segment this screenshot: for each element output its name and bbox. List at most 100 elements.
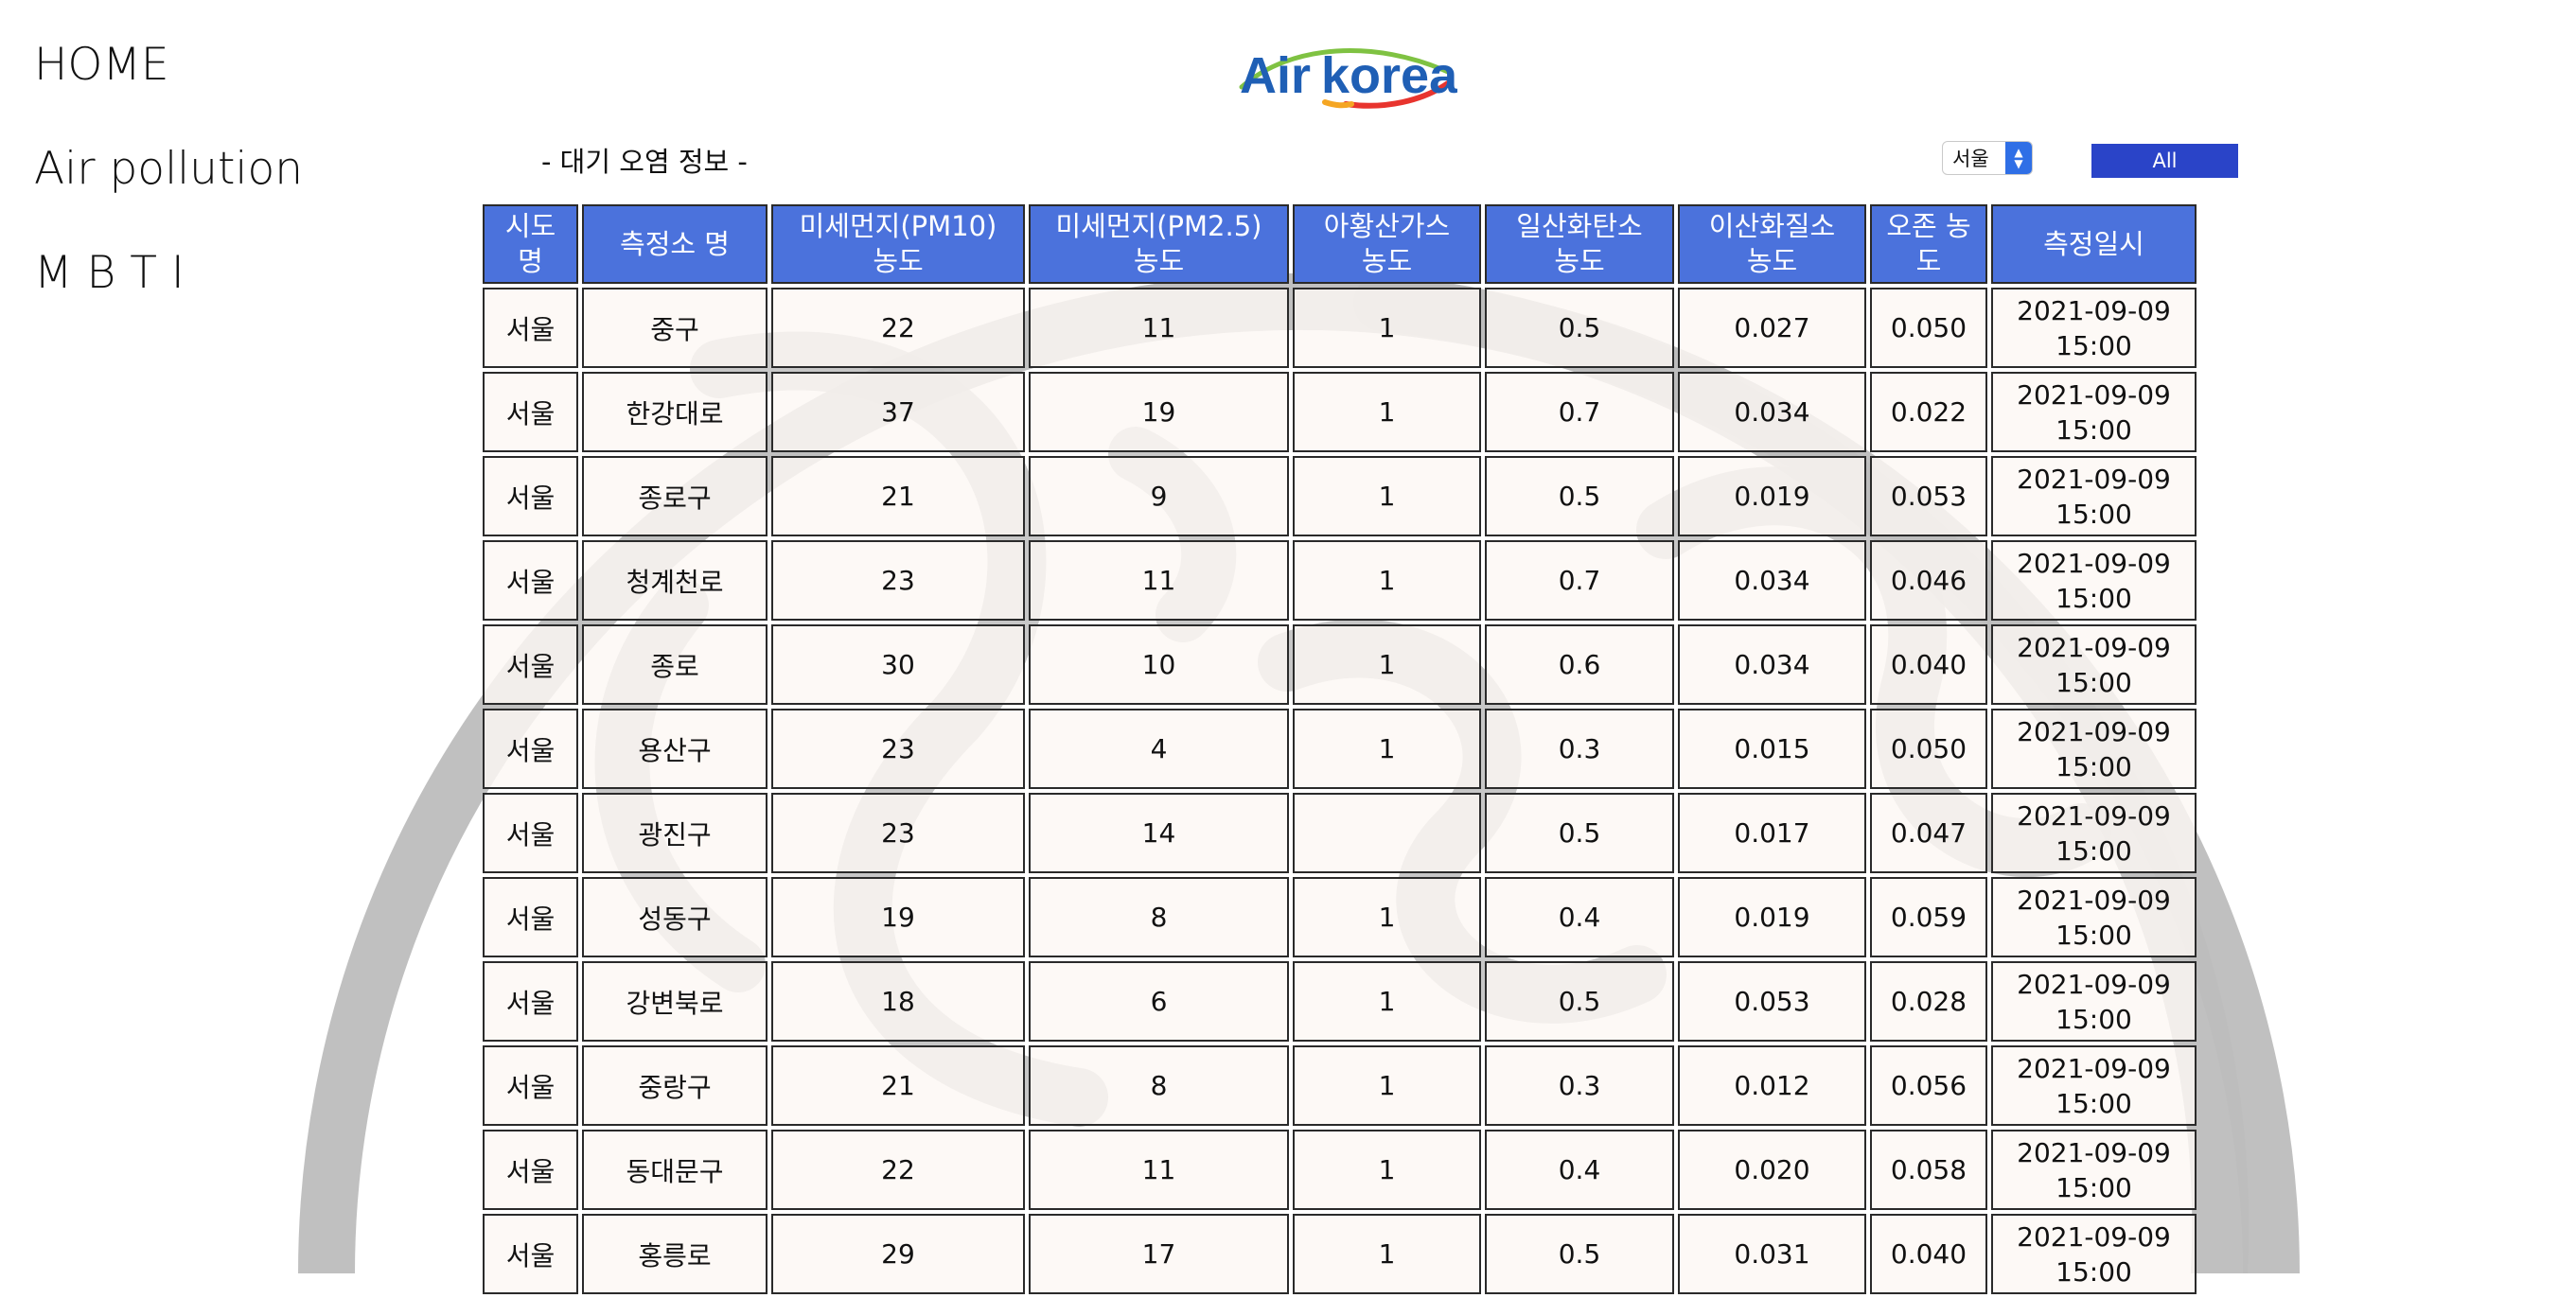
column-header-line: 미세먼지(PM2.5) — [1055, 210, 1262, 242]
cell-co: 0.3 — [1485, 1045, 1674, 1126]
cell-co: 0.6 — [1485, 624, 1674, 705]
cell-datetime: 2021-09-09 15:00 — [1991, 1045, 2197, 1126]
cell-date: 2021-09-09 — [2017, 799, 2171, 832]
nav-air-pollution-link[interactable]: Air pollution — [34, 143, 303, 195]
column-header-line: 측정소 명 — [620, 227, 730, 260]
side-navigation: HOME Air pollution M B T I — [34, 38, 303, 350]
cell-pm25: 11 — [1029, 1130, 1289, 1210]
cell-pm25: 6 — [1029, 961, 1289, 1042]
column-header: 미세먼지(PM2.5) 농도 — [1029, 204, 1289, 284]
cell-no2: 0.034 — [1678, 372, 1866, 452]
cell-pm25: 19 — [1029, 372, 1289, 452]
column-header-line: 농도 — [1554, 245, 1605, 277]
cell-datetime: 2021-09-09 15:00 — [1991, 961, 2197, 1042]
table-row: 서울 종로구 21 9 1 0.5 0.019 0.053 2021-09-09 15:00 — [483, 456, 2197, 536]
cell-co: 0.5 — [1485, 793, 1674, 873]
cell-no2: 0.031 — [1678, 1214, 1866, 1294]
column-header-line: 농도 — [1133, 245, 1185, 277]
column-header-line: 아황산가스 — [1323, 210, 1451, 242]
cell-so2: 1 — [1293, 1130, 1481, 1210]
cell-pm25: 14 — [1029, 793, 1289, 873]
cell-o3: 0.059 — [1870, 877, 1987, 957]
column-header: 일산화탄소 농도 — [1485, 204, 1674, 284]
cell-no2: 0.034 — [1678, 540, 1866, 621]
cell-datetime: 2021-09-09 15:00 — [1991, 372, 2197, 452]
select-caret-icon: ▲ ▼ — [2005, 142, 2032, 174]
cell-date: 2021-09-09 — [2017, 1052, 2171, 1084]
cell-pm10: 37 — [771, 372, 1025, 452]
cell-no2: 0.020 — [1678, 1130, 1866, 1210]
cell-sido: 서울 — [483, 1214, 578, 1294]
table-row: 서울 홍릉로 29 17 1 0.5 0.031 0.040 2021-09-09 15:00 — [483, 1214, 2197, 1294]
cell-datetime: 2021-09-09 15:00 — [1991, 456, 2197, 536]
region-select[interactable]: 서울 ▲ ▼ — [1942, 141, 2033, 175]
cell-time: 15:00 — [2056, 919, 2132, 951]
table-row: 서울 광진구 23 14 0.5 0.017 0.047 2021-09-09 15:00 — [483, 793, 2197, 873]
column-header-line: 도 — [1915, 245, 1942, 277]
air-pollution-table: 시도 명 측정소 명 미세먼지(PM10) 농도 미세먼지(PM2.5) 농도 아황산가스 농도… — [479, 201, 2200, 1298]
cell-pm10: 22 — [771, 288, 1025, 368]
cell-o3: 0.046 — [1870, 540, 1987, 621]
cell-co: 0.3 — [1485, 709, 1674, 789]
all-button[interactable]: All — [2091, 144, 2238, 178]
cell-date: 2021-09-09 — [2017, 463, 2171, 495]
section-title: - 대기 오염 정보 - — [541, 146, 748, 178]
cell-date: 2021-09-09 — [2017, 631, 2171, 663]
cell-pm25: 10 — [1029, 624, 1289, 705]
cell-sido: 서울 — [483, 540, 578, 621]
column-header: 측정일시 — [1991, 204, 2197, 284]
cell-co: 0.4 — [1485, 1130, 1674, 1210]
cell-sido: 서울 — [483, 372, 578, 452]
cell-no2: 0.053 — [1678, 961, 1866, 1042]
cell-sido: 서울 — [483, 961, 578, 1042]
table-row: 서울 용산구 23 4 1 0.3 0.015 0.050 2021-09-09 15:00 — [483, 709, 2197, 789]
cell-co: 0.5 — [1485, 1214, 1674, 1294]
cell-o3: 0.047 — [1870, 793, 1987, 873]
cell-pm25: 8 — [1029, 877, 1289, 957]
table-row: 서울 중구 22 11 1 0.5 0.027 0.050 2021-09-09 15:00 — [483, 288, 2197, 368]
cell-o3: 0.040 — [1870, 1214, 1987, 1294]
column-header: 시도 명 — [483, 204, 578, 284]
cell-no2: 0.012 — [1678, 1045, 1866, 1126]
logo-text-korea: korea — [1321, 47, 1457, 104]
cell-sido: 서울 — [483, 456, 578, 536]
cell-time: 15:00 — [2056, 834, 2132, 867]
cell-sido: 서울 — [483, 624, 578, 705]
cell-datetime: 2021-09-09 15:00 — [1991, 709, 2197, 789]
table-row: 서울 중랑구 21 8 1 0.3 0.012 0.056 2021-09-09 15:00 — [483, 1045, 2197, 1126]
cell-pm10: 23 — [771, 793, 1025, 873]
cell-station: 강변북로 — [582, 961, 768, 1042]
table-body: 서울 중구 22 11 1 0.5 0.027 0.050 2021-09-09 15:00 서울 한… — [483, 288, 2197, 1294]
column-header-line: 측정일시 — [2043, 227, 2144, 260]
logo-text-air: Air — [1240, 47, 1311, 104]
column-header-line: 농도 — [1746, 245, 1798, 277]
cell-station: 동대문구 — [582, 1130, 768, 1210]
table-row: 서울 성동구 19 8 1 0.4 0.019 0.059 2021-09-09 15:00 — [483, 877, 2197, 957]
cell-so2: 1 — [1293, 624, 1481, 705]
cell-time: 15:00 — [2056, 413, 2132, 446]
nav-mbti-link[interactable]: M B T I — [34, 247, 185, 299]
cell-pm10: 29 — [771, 1214, 1025, 1294]
cell-pm25: 4 — [1029, 709, 1289, 789]
cell-pm10: 23 — [771, 540, 1025, 621]
cell-co: 0.4 — [1485, 877, 1674, 957]
table-header-row: 시도 명 측정소 명 미세먼지(PM10) 농도 미세먼지(PM2.5) 농도 아황산가스 농도… — [483, 204, 2197, 284]
cell-datetime: 2021-09-09 15:00 — [1991, 1130, 2197, 1210]
cell-so2: 1 — [1293, 540, 1481, 621]
cell-so2: 1 — [1293, 1214, 1481, 1294]
cell-pm10: 21 — [771, 456, 1025, 536]
cell-no2: 0.015 — [1678, 709, 1866, 789]
cell-so2: 1 — [1293, 288, 1481, 368]
column-header: 측정소 명 — [582, 204, 768, 284]
cell-so2: 1 — [1293, 1045, 1481, 1126]
cell-pm10: 30 — [771, 624, 1025, 705]
table-row: 서울 한강대로 37 19 1 0.7 0.034 0.022 2021-09-09 15:00 — [483, 372, 2197, 452]
cell-sido: 서울 — [483, 709, 578, 789]
cell-time: 15:00 — [2056, 750, 2132, 782]
cell-datetime: 2021-09-09 15:00 — [1991, 877, 2197, 957]
nav-home-link[interactable]: HOME — [34, 39, 169, 91]
airkorea-logo: Air korea — [1239, 47, 1457, 109]
cell-o3: 0.050 — [1870, 709, 1987, 789]
cell-so2: 1 — [1293, 877, 1481, 957]
